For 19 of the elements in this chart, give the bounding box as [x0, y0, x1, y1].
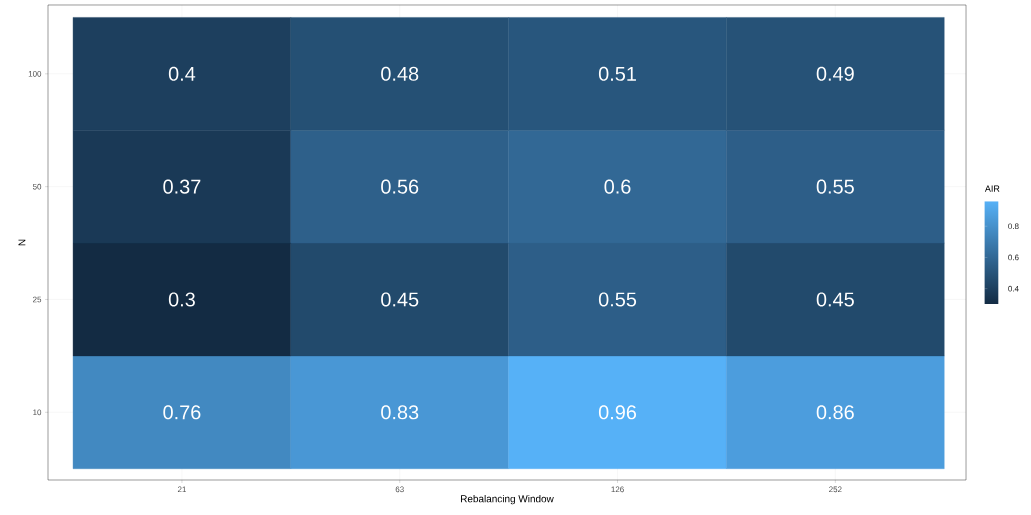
y-axis-title: N [18, 239, 26, 246]
data-label: 0.86 [816, 405, 854, 420]
data-label: 0.49 [816, 66, 854, 81]
color-bar-title: AIR [984, 185, 1000, 192]
data-label: 0.96 [598, 405, 637, 420]
x-axis-title: Rebalancing Window [461, 495, 554, 505]
data-label: 0.51 [598, 66, 636, 81]
data-label: 0.45 [381, 292, 419, 307]
data-label: 0.4 [168, 66, 196, 81]
data-label: 0.37 [163, 179, 201, 194]
data-label: 0.6 [604, 179, 631, 194]
data-label: 0.56 [381, 179, 419, 194]
data-label: 0.55 [598, 292, 637, 307]
data-label: 0.55 [816, 179, 854, 194]
data-label: 0.76 [163, 405, 201, 420]
data-label: 0.83 [381, 405, 419, 420]
data-label: 0.45 [816, 292, 854, 307]
data-label: 0.48 [381, 66, 419, 81]
data-label: 0.3 [168, 292, 195, 307]
